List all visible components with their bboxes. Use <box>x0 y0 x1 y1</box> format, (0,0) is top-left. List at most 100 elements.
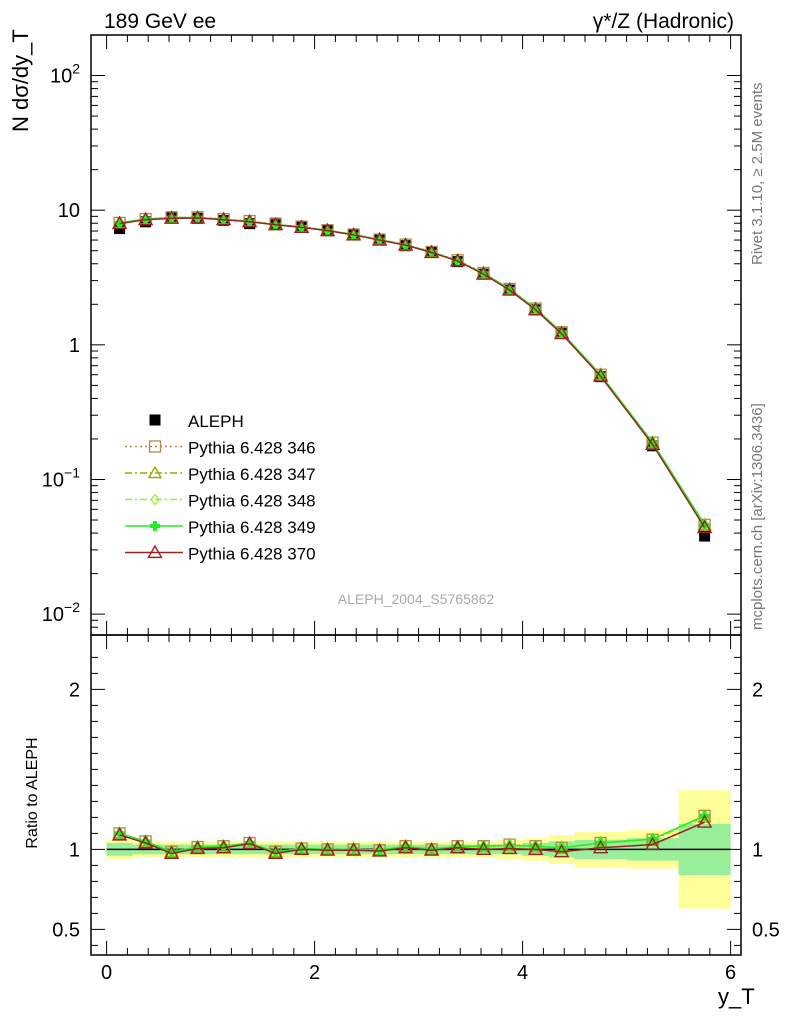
main-series-point-4 <box>397 237 414 251</box>
main-series-point-4 <box>293 219 310 233</box>
main-ytick-label: 10−1 <box>42 464 80 491</box>
ratio-ytick-label: 2 <box>69 679 80 701</box>
main-series-point-3 <box>699 519 710 530</box>
main-series-point-4 <box>501 282 518 296</box>
ratio-series-point-4 <box>592 839 609 854</box>
ratio-xtick-label: 2 <box>309 962 320 984</box>
ratio-series-point-4 <box>345 842 362 856</box>
ratio-series-point-4 <box>267 845 284 859</box>
ratio-series-point-4 <box>137 835 154 849</box>
ratio-series-point-4 <box>696 814 713 828</box>
ratio-series-point-4 <box>215 839 232 854</box>
ratio-series-point-4 <box>163 845 180 859</box>
main-series-point-4 <box>163 210 180 224</box>
ratio-xlabel: y_T <box>718 984 755 1009</box>
main-series-point-3 <box>647 437 658 448</box>
main-series-point-4 <box>696 519 713 534</box>
ratio-series-point-3 <box>322 844 333 855</box>
ratio-series-point-3 <box>244 838 255 848</box>
main-series-point-4 <box>319 222 336 237</box>
ratio-series-point-3 <box>140 836 151 847</box>
main-series-point-4 <box>553 325 570 340</box>
ratio-series-point-3 <box>400 841 411 852</box>
ratio-series-point-3 <box>478 841 489 852</box>
legend-marker <box>147 465 163 479</box>
main-ylabel: N dσ/dy_T <box>8 29 33 132</box>
legend-label: Pythia 6.428 349 <box>188 518 316 537</box>
main-ytick-label: 10−2 <box>42 599 80 626</box>
ratio-series-point-3 <box>426 844 437 855</box>
main-series-point-4 <box>241 213 258 228</box>
ratio-series-point-3 <box>504 840 515 851</box>
ratio-series-point-3 <box>218 841 229 852</box>
legend-label: Pythia 6.428 348 <box>188 492 316 511</box>
ratio-series-point-4 <box>397 839 414 854</box>
main-axes: 10−2 10−1 1 10 102 <box>42 34 742 636</box>
ratio-ylabel: Ratio to ALEPH <box>24 737 41 848</box>
main-series-point-4 <box>592 368 609 382</box>
main-series-point-3 <box>556 327 567 338</box>
ratio-series-point-3 <box>374 845 385 856</box>
main-series-point-4 <box>371 232 388 246</box>
ratio-series-point-3 <box>348 844 359 855</box>
main-series-point-4 <box>345 227 362 241</box>
ratio-series-point-3 <box>556 842 567 853</box>
legend-marker <box>150 521 160 531</box>
ratio-series-point-4 <box>527 841 544 855</box>
ratio-series-point-4 <box>319 842 336 856</box>
legend-marker <box>147 544 163 559</box>
ratio-series-point-4 <box>449 839 466 854</box>
main-series-point-4 <box>423 244 440 259</box>
main-series-point-4 <box>449 253 466 267</box>
ratio-xtick-label: 6 <box>725 962 736 984</box>
ratio-ytick-label: 0.5 <box>52 919 80 941</box>
main-series-point-4 <box>527 301 544 316</box>
ratio-series-point-4 <box>501 840 518 855</box>
header-energy-label: 189 GeV ee <box>104 10 216 33</box>
legend-label-data: ALEPH <box>188 412 244 431</box>
main-series-point-3 <box>530 303 541 314</box>
ratio-series-line-4 <box>119 821 705 855</box>
ratio-series-point-4 <box>423 842 440 856</box>
main-series-point-4 <box>475 266 492 280</box>
ratio-ytick-label-right: 1 <box>752 839 763 861</box>
ratio-ytick-label: 1 <box>69 839 80 861</box>
ratio-series-point-4 <box>644 836 661 851</box>
main-ytick-label: 1 <box>69 335 80 357</box>
main-ytick-label: 10 <box>58 200 80 222</box>
main-ylabel-text: N dσ/dy_T <box>8 29 33 132</box>
legend-label: Pythia 6.428 370 <box>188 545 316 564</box>
ratio-series-point-4 <box>111 827 128 841</box>
ratio-axes: 0.5 0.5 1 1 2 2 0 2 4 6 <box>52 634 780 984</box>
ratio-series-point-3 <box>595 838 606 848</box>
ratio-xtick-label: 0 <box>101 962 112 984</box>
rivet-version-label: Rivet 3.1.10, ≥ 2.5M events <box>749 83 766 266</box>
ratio-series-point-4 <box>475 841 492 855</box>
ratio-series-point-4 <box>189 840 206 855</box>
ratio-series-point-3 <box>270 846 281 857</box>
main-ytick-label: 102 <box>50 61 80 88</box>
legend-label: Pythia 6.428 346 <box>188 439 316 458</box>
main-series-point-3 <box>504 283 515 294</box>
main-series-point-3 <box>595 369 606 380</box>
ratio-series-point-3 <box>530 841 541 852</box>
main-series-layer <box>111 210 713 542</box>
main-series-point-4 <box>137 211 154 226</box>
analysis-label: ALEPH_2004_S5765862 <box>338 591 495 607</box>
ratio-xtick-label: 4 <box>517 962 528 984</box>
main-series-point-4 <box>267 216 284 231</box>
ratio-series-point-3 <box>166 846 177 857</box>
ratio-series-point-3 <box>114 828 125 839</box>
main-series-point-4 <box>189 210 206 224</box>
mcplots-label: mcplots.cern.ch [arXiv:1306.3436] <box>749 403 766 630</box>
data-point <box>699 530 711 542</box>
ratio-series-point-4 <box>553 843 570 858</box>
ratio-series-point-4 <box>241 835 258 850</box>
main-series-point-4 <box>644 436 661 451</box>
legend-marker <box>150 493 160 506</box>
header-process-label: γ*/Z (Hadronic) <box>593 10 734 33</box>
legend: ALEPH Pythia 6.428 346 Pythia 6.428 347 Pyt… <box>125 412 316 564</box>
ratio-frame <box>90 634 742 956</box>
